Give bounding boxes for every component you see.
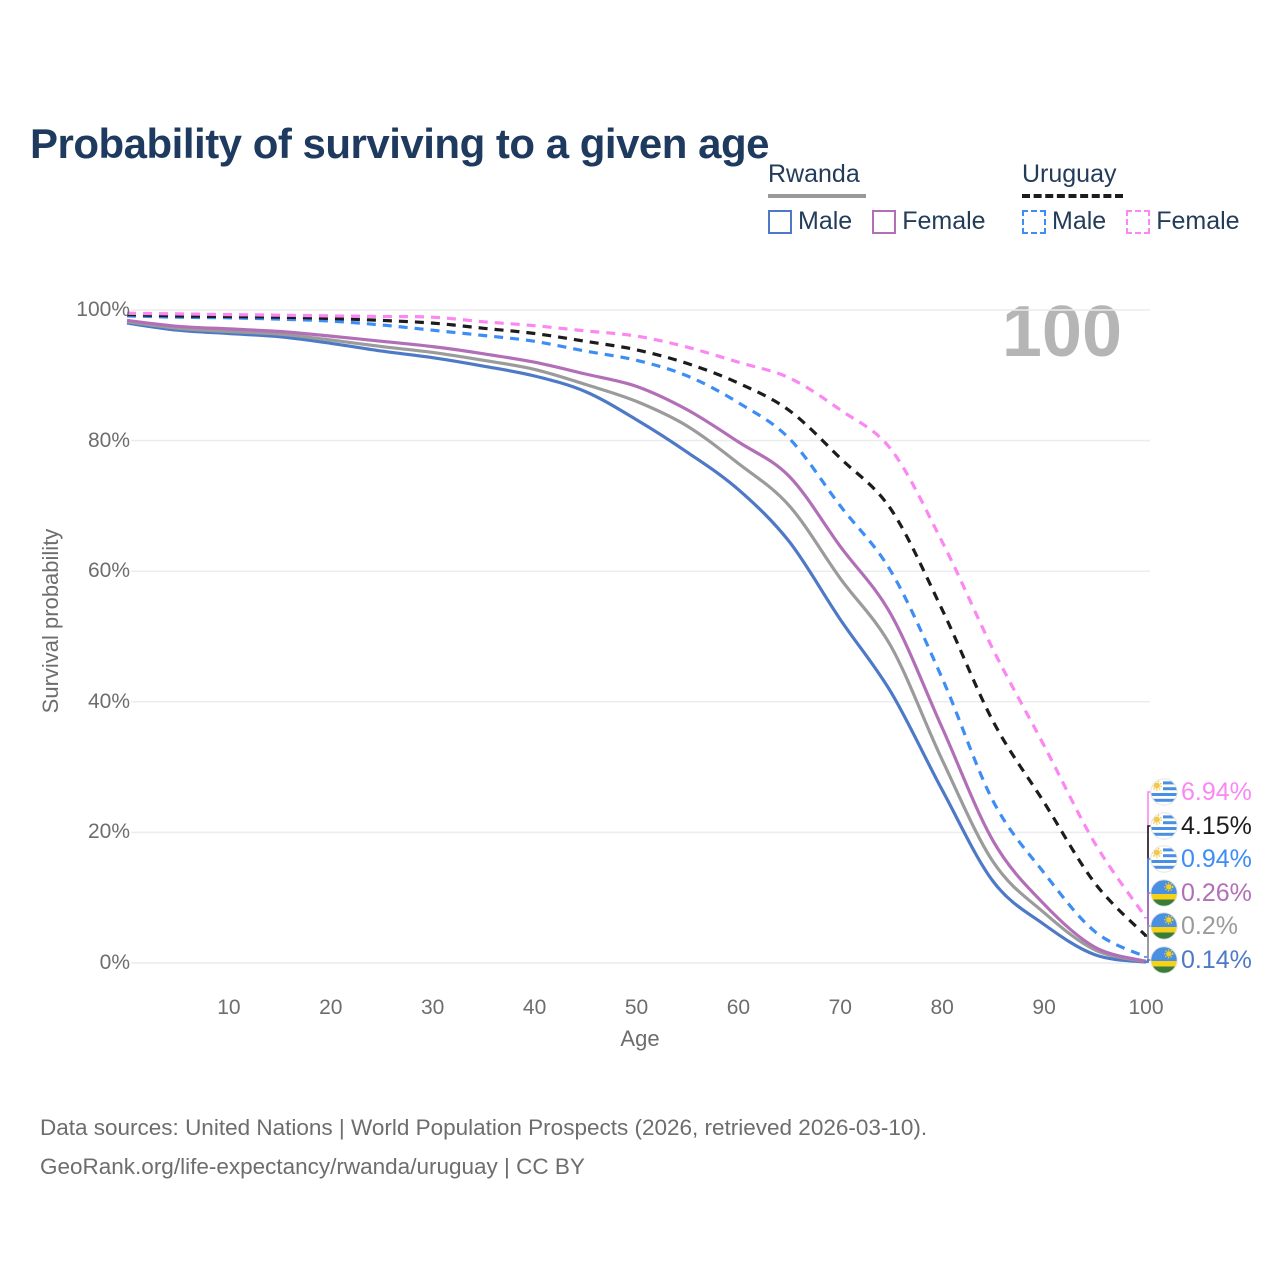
uruguay-flag-icon xyxy=(1150,812,1178,840)
page-title: Probability of surviving to a given age xyxy=(30,120,769,168)
x-tick-90: 90 xyxy=(1032,996,1056,1019)
legend-item-label: Male xyxy=(798,207,853,235)
end-label-rwanda-female: 0.26% xyxy=(1150,878,1252,908)
uruguay-flag-icon xyxy=(1150,778,1178,806)
end-label-connector-rwanda-male xyxy=(1144,959,1151,963)
x-tick-50: 50 xyxy=(624,996,649,1019)
x-tick-100: 100 xyxy=(1128,996,1164,1019)
end-label-uruguay-female: 6.94% xyxy=(1150,777,1252,807)
series-line-rwanda-all[interactable] xyxy=(126,320,1147,964)
legend-swatch-icon[interactable] xyxy=(768,209,792,234)
x-tick-20: 20 xyxy=(319,996,343,1019)
footer: Data sources: United Nations | World Pop… xyxy=(40,1108,927,1186)
y-tick-100%: 100% xyxy=(76,298,130,321)
rwanda-flag-icon xyxy=(1150,946,1178,974)
footer-data-sources: Data sources: United Nations | World Pop… xyxy=(40,1115,928,1140)
x-tick-60: 60 xyxy=(726,996,751,1019)
y-tick-40%: 40% xyxy=(87,689,130,713)
legend-item-label: Female xyxy=(902,207,986,235)
end-label-value: 0.26% xyxy=(1181,878,1252,907)
footer-attribution: GeoRank.org/life-expectancy/rwanda/urugu… xyxy=(40,1154,585,1179)
legend-country-rwanda[interactable]: Rwanda xyxy=(768,160,866,198)
end-label-uruguay-all: 4.15% xyxy=(1150,811,1252,841)
legend-country-uruguay[interactable]: Uruguay xyxy=(1022,160,1123,198)
end-label-value: 0.14% xyxy=(1181,945,1252,974)
x-tick-70: 70 xyxy=(828,996,852,1019)
legend-item-uruguay-female[interactable]: Female xyxy=(1126,207,1240,236)
end-label-value: 4.15% xyxy=(1181,811,1252,840)
series-line-rwanda-male[interactable] xyxy=(126,321,1147,964)
series-line-rwanda-female[interactable] xyxy=(126,318,1147,963)
uruguay-flag-icon xyxy=(1150,845,1178,873)
legend-swatch-icon[interactable] xyxy=(1022,209,1046,234)
x-tick-40: 40 xyxy=(522,996,547,1019)
rwanda-flag-icon xyxy=(1150,912,1178,940)
legend-item-rwanda-female[interactable]: Female xyxy=(872,207,986,236)
series-line-uruguay-all[interactable] xyxy=(126,312,1148,938)
y-tick-20%: 20% xyxy=(87,820,130,844)
series-line-uruguay-male[interactable] xyxy=(126,314,1147,959)
end-label-uruguay-male: 0.94% xyxy=(1150,844,1252,874)
y-tick-0%: 0% xyxy=(99,951,130,974)
legend-item-label: Female xyxy=(1156,207,1240,235)
legend-item-uruguay-male[interactable]: Male xyxy=(1022,207,1106,236)
legend-group-rwanda: Rwanda Male Female xyxy=(768,160,1006,236)
rwanda-flag-icon xyxy=(1150,879,1178,907)
end-label-value: 0.94% xyxy=(1181,844,1252,873)
legend-item-rwanda-male[interactable]: Male xyxy=(768,207,852,236)
y-tick-80%: 80% xyxy=(87,428,130,452)
legend-item-label: Male xyxy=(1052,207,1107,235)
x-tick-80: 80 xyxy=(930,996,954,1019)
x-tick-30: 30 xyxy=(421,996,445,1019)
y-tick-60%: 60% xyxy=(87,559,130,583)
hover-age-watermark: 100 xyxy=(1001,292,1122,372)
end-label-rwanda-all: 0.2% xyxy=(1150,911,1238,941)
series-line-uruguay-female[interactable] xyxy=(126,311,1148,919)
end-label-value: 0.2% xyxy=(1181,911,1238,940)
end-label-value: 6.94% xyxy=(1181,777,1252,806)
x-tick-10: 10 xyxy=(217,996,241,1019)
legend-group-uruguay: Uruguay Male Female xyxy=(1022,160,1260,236)
legend-swatch-icon[interactable] xyxy=(1126,209,1151,234)
legend-swatch-icon[interactable] xyxy=(872,209,897,234)
x-axis-title: Age xyxy=(620,1026,660,1051)
end-label-rwanda-male: 0.14% xyxy=(1150,945,1252,975)
